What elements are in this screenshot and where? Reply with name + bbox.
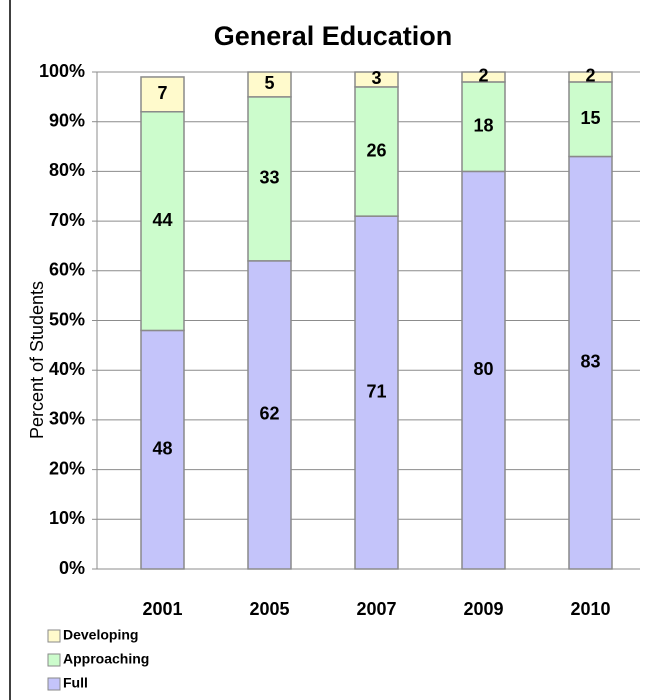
legend-swatch [47, 677, 61, 691]
x-tick-label: 2001 [142, 599, 182, 619]
data-label: 48 [152, 438, 172, 458]
bar-segment [568, 81, 613, 158]
y-tick-label: 0% [59, 558, 85, 578]
data-label: 71 [366, 381, 386, 401]
legend-swatch [47, 653, 61, 667]
bar-segment [354, 215, 399, 570]
data-label: 2 [478, 66, 488, 86]
y-tick-label: 70% [49, 210, 85, 230]
data-label: 3 [371, 68, 381, 88]
data-label: 26 [366, 140, 386, 160]
y-tick-label: 20% [49, 458, 85, 478]
bar-segment [461, 170, 506, 570]
data-label: 7 [157, 83, 167, 103]
y-tick-label: 40% [49, 359, 85, 379]
y-tick-label: 80% [49, 160, 85, 180]
bar-segment [354, 86, 399, 217]
bar-segment [354, 71, 399, 88]
chart-title: General Education [214, 21, 453, 51]
legend-swatch [47, 629, 61, 643]
y-tick-label: 30% [49, 409, 85, 429]
x-tick-label: 2007 [356, 599, 396, 619]
bar-segment [568, 155, 613, 570]
bar-segment [140, 76, 185, 113]
data-label: 80 [473, 359, 493, 379]
bar-segment [461, 71, 506, 83]
data-label: 15 [580, 108, 600, 128]
data-label: 18 [473, 115, 493, 135]
data-label: 5 [264, 73, 274, 93]
legend-label: Approaching [63, 651, 149, 667]
legend-label: Full [63, 675, 88, 691]
legend-label: Developing [63, 627, 138, 643]
x-tick-label: 2005 [249, 599, 289, 619]
x-tick-label: 2009 [463, 599, 503, 619]
y-tick-label: 90% [49, 110, 85, 130]
data-label: 2 [585, 66, 595, 86]
bar-segment [140, 329, 185, 570]
data-label: 83 [580, 351, 600, 371]
y-tick-label: 100% [39, 61, 85, 81]
bar-segment [568, 71, 613, 83]
data-label: 44 [152, 210, 172, 230]
y-tick-label: 10% [49, 508, 85, 528]
data-label: 33 [259, 168, 279, 188]
y-axis-label: Percent of Students [27, 281, 47, 439]
y-tick-label: 60% [49, 260, 85, 280]
y-tick-label: 50% [49, 309, 85, 329]
bar-segment [247, 71, 292, 98]
x-tick-label: 2010 [570, 599, 610, 619]
bar-segment [461, 81, 506, 173]
data-label: 62 [259, 404, 279, 424]
bar-segment [140, 111, 185, 332]
